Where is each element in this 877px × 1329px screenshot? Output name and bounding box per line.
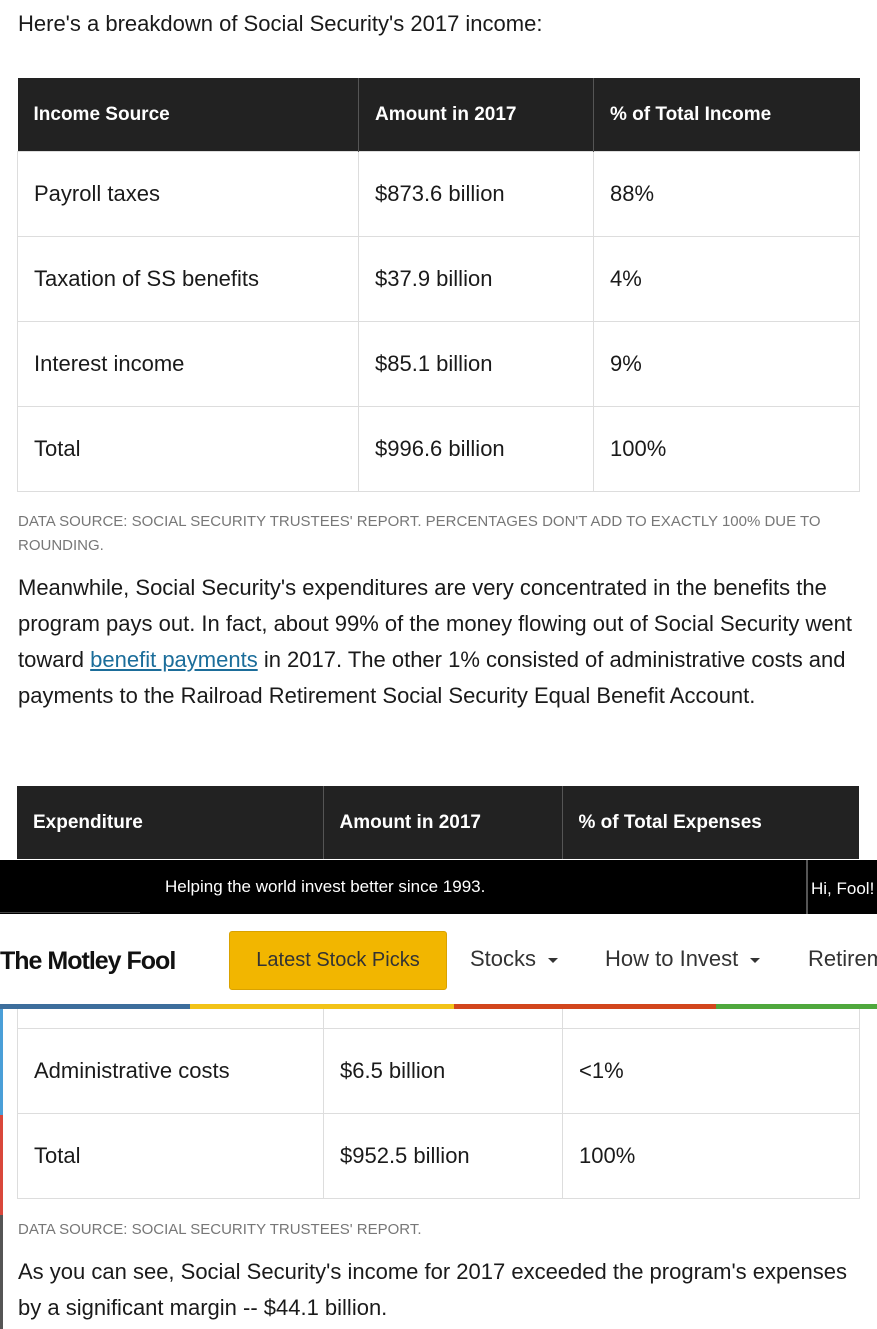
stripe: [454, 1004, 716, 1009]
expense-table: Administrative costs $6.5 billion <1% Total…: [17, 1009, 860, 1199]
table-cell: Interest income: [17, 321, 359, 407]
table-row: Total $952.5 billion 100%: [17, 1113, 860, 1199]
cta-button[interactable]: Latest Stock Picks: [229, 931, 447, 990]
table-cell: $996.6 billion: [358, 406, 594, 492]
table-cell: $6.5 billion: [323, 1028, 563, 1114]
table-row: Interest income $85.1 billion 9%: [17, 321, 860, 407]
intro: Here's a breakdown of Social Security's …: [18, 11, 543, 36]
table-cell: 9%: [593, 321, 860, 407]
header-cell: Amount in 2017: [358, 78, 594, 152]
caret: [750, 957, 761, 963]
header-row: Expenditure Amount in 2017% of Total Expe…: [17, 786, 859, 859]
table-cell: 100%: [593, 406, 860, 492]
table-cell: <1%: [562, 1028, 860, 1114]
table-row: Payroll taxes $873.6 billion 88%: [17, 151, 860, 237]
table-cell: 100%: [562, 1113, 860, 1199]
nav-bar: The Motley Fool Latest Stock Picks Stock…: [0, 914, 877, 1009]
nav-item[interactable]: Retirement: [808, 946, 877, 972]
table-row: Administrative costs $6.5 billion <1%: [17, 1028, 860, 1114]
table-cell: Total: [17, 406, 359, 492]
accent: [0, 1009, 3, 1115]
link[interactable]: benefit payments: [90, 647, 258, 672]
empty-cell: [562, 1009, 860, 1029]
caret: [548, 957, 559, 963]
table-cell: $85.1 billion: [358, 321, 594, 407]
accent: [0, 1115, 3, 1215]
divider: [0, 912, 140, 913]
stripe: [0, 1004, 190, 1009]
table-row: Taxation of SS benefits $37.9 billion 4%: [17, 236, 860, 322]
header-cell: % of Total Income: [593, 78, 860, 152]
nav-label: How to Invest: [605, 946, 739, 971]
source-note: DATA SOURCE: SOCIAL SECURITY TRUSTEES' R…: [18, 513, 821, 554]
accent: [0, 1215, 3, 1329]
table-cell: Total: [17, 1113, 324, 1199]
stripe: [716, 1004, 877, 1009]
top-banner: Helping the world invest better since 19…: [0, 860, 877, 914]
table-cell: Administrative costs: [17, 1028, 324, 1114]
table-cell: Taxation of SS benefits: [17, 236, 359, 322]
table-cell: $873.6 billion: [358, 151, 594, 237]
greeting[interactable]: Hi, Fool!: [806, 860, 874, 914]
expense-table-header: Expenditure Amount in 2017% of Total Expe…: [17, 786, 859, 859]
table-cell: $952.5 billion: [323, 1113, 563, 1199]
header-cell: Income Source: [17, 78, 359, 152]
table-row: Total $996.6 billion 100%: [17, 406, 860, 492]
empty-cell: [17, 1009, 324, 1029]
header-cell: % of Total Expenses: [562, 786, 859, 859]
text: in 2017. The other 1% consisted of admin…: [18, 647, 846, 708]
table-cell: 88%: [593, 151, 860, 237]
paragraph: As you can see, Social Security's income…: [18, 1259, 847, 1320]
text: Meanwhile, Social Security's expenditure…: [18, 575, 853, 672]
stripe: [190, 1004, 454, 1009]
header-cell: Amount in 2017: [323, 786, 563, 859]
logo[interactable]: The Motley Fool: [0, 947, 176, 975]
header-row: Income Source Amount in 2017% of Total In…: [17, 78, 860, 152]
nav-label: Retirement: [808, 946, 877, 971]
source-note: DATA SOURCE: SOCIAL SECURITY TRUSTEES' R…: [18, 1221, 422, 1238]
tagline: Helping the world invest better since 19…: [165, 877, 486, 896]
nav-item[interactable]: How to Invest: [605, 946, 761, 972]
table-cell: 4%: [593, 236, 860, 322]
header-cell: Expenditure: [17, 786, 324, 859]
nav-item[interactable]: Stocks: [470, 946, 559, 972]
empty-cell: [323, 1009, 563, 1029]
table-cell: Payroll taxes: [17, 151, 359, 237]
table-cell: $37.9 billion: [358, 236, 594, 322]
nav-label: Stocks: [470, 946, 537, 971]
income-table: Income Source Amount in 2017% of Total In…: [17, 78, 860, 492]
paragraph: Meanwhile, Social Security's expenditure…: [18, 570, 863, 714]
row-spacer: [17, 1009, 860, 1029]
